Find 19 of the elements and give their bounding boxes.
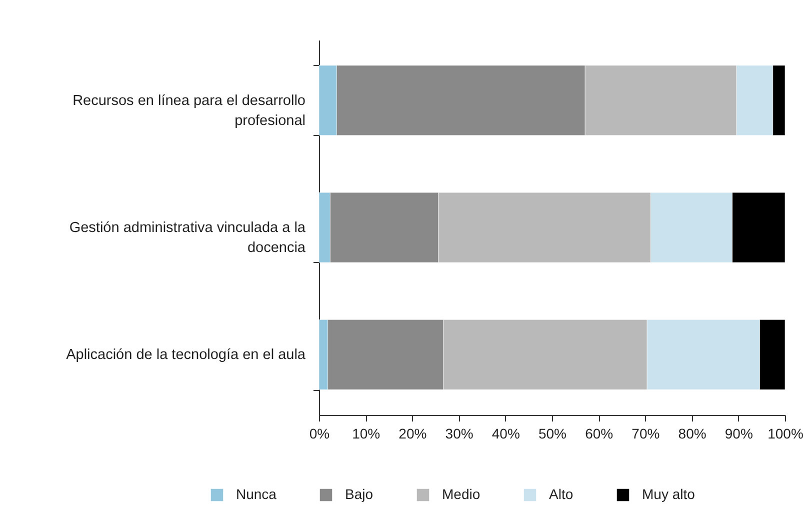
x-tick-label: 50% [538, 426, 567, 442]
legend-label: Nunca [236, 486, 277, 502]
x-tick-label: 60% [585, 426, 614, 442]
x-tick-label: 20% [398, 426, 427, 442]
x-tick-label: 0% [309, 426, 330, 442]
y-tick-label: Aplicación de la tecnología en el aula [66, 347, 306, 364]
legend-label: Muy alto [642, 486, 696, 502]
x-tick-label: 80% [678, 426, 706, 442]
x-tick-label: 100% [768, 426, 803, 442]
x-tick-label: 90% [724, 426, 753, 442]
x-tick-label: 70% [632, 426, 660, 442]
x-tick-label: 40% [492, 426, 520, 442]
y-tick-label: Recursos en línea para el desarrollo profesional [72, 92, 306, 129]
legend-label: Bajo [345, 486, 374, 502]
x-tick-label: 10% [352, 426, 380, 442]
x-tick-label: 30% [445, 426, 474, 442]
legend-label: Alto [549, 486, 574, 502]
y-tick-label: Gestión administrativa vinculada a la docencia [69, 220, 306, 256]
legend-label: Medio [442, 486, 480, 502]
